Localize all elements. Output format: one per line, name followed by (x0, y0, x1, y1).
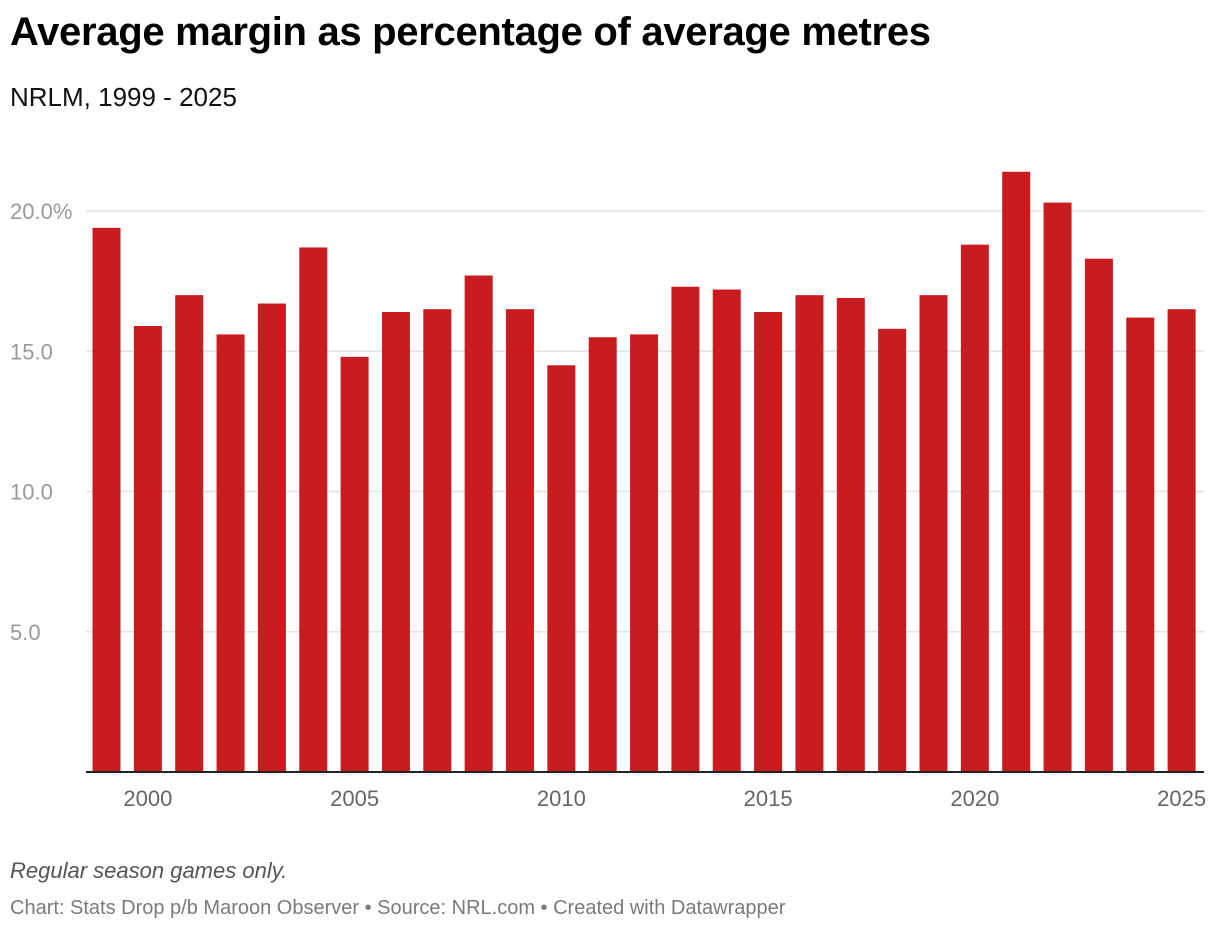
bar-2001 (175, 295, 204, 772)
x-tick-label: 2005 (330, 786, 379, 811)
bar-2022 (1043, 202, 1072, 772)
y-tick-label: 20.0% (10, 199, 72, 224)
x-tick-label: 2010 (537, 786, 586, 811)
bar-2006 (381, 311, 410, 772)
bar-2017 (836, 297, 865, 772)
y-axis-labels: 5.0 10.0 15.0 20.0% (10, 199, 72, 645)
bars (92, 171, 1196, 773)
bar-1999 (92, 227, 121, 772)
bar-2008 (464, 275, 493, 772)
x-axis-labels: 2000 2005 2010 2015 2020 2025 (123, 786, 1206, 811)
bar-2003 (257, 303, 286, 772)
chart-subtitle: NRLM, 1999 - 2025 (10, 82, 237, 112)
bar-2004 (299, 247, 328, 773)
x-tick-label: 2025 (1157, 786, 1206, 811)
bar-2015 (754, 311, 783, 772)
bar-2005 (340, 356, 369, 772)
bar-2000 (133, 326, 162, 772)
x-tick-label: 2000 (123, 786, 172, 811)
bar-2018 (878, 328, 907, 772)
x-tick-label: 2020 (950, 786, 999, 811)
y-tick-label: 10.0 (10, 480, 53, 505)
chart-title: Average margin as percentage of average … (10, 10, 931, 54)
bar-2021 (1002, 171, 1031, 773)
bar-2009 (506, 309, 534, 772)
bar-2019 (919, 295, 948, 772)
bar-2025 (1167, 309, 1196, 772)
bar-2012 (630, 334, 659, 772)
bar-2014 (712, 289, 741, 772)
chart-note: Regular season games only. (10, 858, 288, 883)
bar-2020 (960, 244, 989, 772)
bar-2007 (423, 309, 452, 772)
y-tick-label: 15.0 (10, 339, 53, 364)
bar-2024 (1126, 317, 1155, 772)
bar-2002 (216, 334, 245, 772)
bar-2023 (1084, 258, 1113, 772)
bar-2013 (671, 286, 700, 772)
bar-2016 (795, 295, 824, 772)
x-tick-label: 2015 (744, 786, 793, 811)
chart-credits: Chart: Stats Drop p/b Maroon Observer • … (10, 897, 786, 919)
bar-2011 (588, 337, 617, 772)
y-tick-label: 5.0 (10, 620, 41, 645)
bar-2010 (547, 365, 576, 772)
